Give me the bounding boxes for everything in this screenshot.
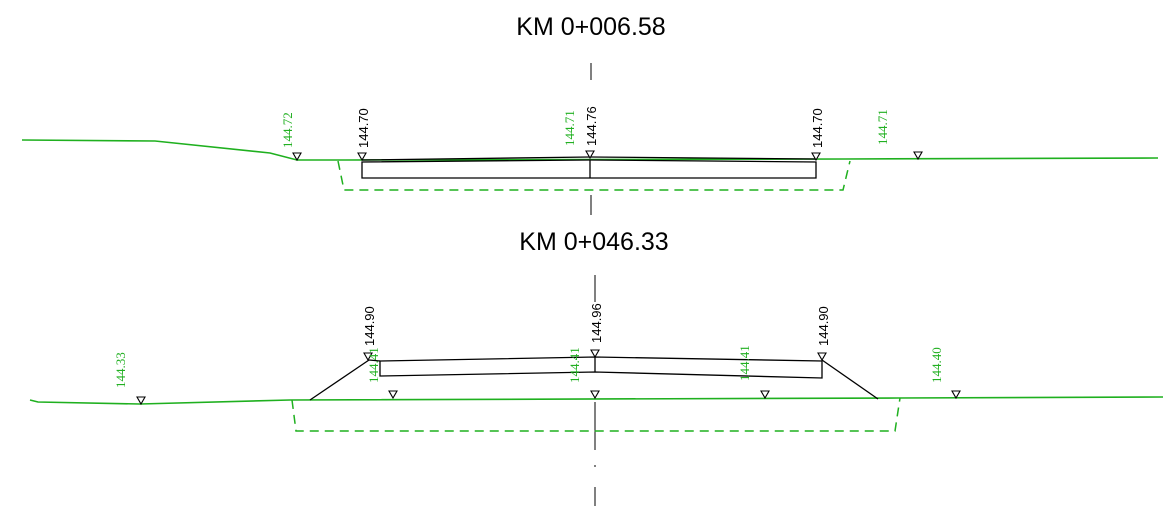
section-1-ground-marker-left <box>292 152 302 162</box>
section-2-ground-level-far-right: 144.40 <box>929 347 944 383</box>
section-2-level-marker-right <box>817 352 827 362</box>
section-1-ground-marker-right <box>913 151 923 161</box>
section-2-ground-marker-left <box>388 390 398 400</box>
section-1-design-level-center: 144.76 <box>584 106 599 146</box>
section-1-road-layers <box>361 159 817 179</box>
section-1-level-marker-right <box>811 152 821 162</box>
section-2-ground-marker-far-left <box>136 396 146 406</box>
section-2-road-shoulder-left <box>368 359 381 362</box>
section-2-slope-left <box>309 359 370 401</box>
section-1-level-marker-left <box>357 152 367 162</box>
section-2-ground-level-left: 144.41 <box>366 347 381 383</box>
section-2-design-level-right: 144.90 <box>816 306 831 346</box>
section-2-ground-marker-center <box>590 390 600 400</box>
section-2-ground-marker-far-right <box>951 390 961 400</box>
section-2-road-layers <box>379 356 823 379</box>
section-2-slope-right <box>821 359 879 400</box>
section-2-design-level-center: 144.96 <box>589 303 604 343</box>
section-2-ground-line <box>29 396 1164 405</box>
section-1-title: KM 0+006.58 <box>516 13 665 41</box>
section-2-level-marker-left <box>363 352 373 362</box>
section-2-title: KM 0+046.33 <box>519 228 668 256</box>
section-1: KM 0+006.58 144.70 144.76 144.70 144.72 … <box>21 13 1159 215</box>
section-2-ground-level-far-left: 144.33 <box>113 352 128 388</box>
section-1-ground-level-center: 144.71 <box>562 110 577 146</box>
section-2-level-marker-center <box>590 349 600 359</box>
section-1-level-marker-center <box>585 150 595 160</box>
section-2-ground-level-center: 144.41 <box>567 347 582 383</box>
section-2-ground-marker-right <box>760 390 770 400</box>
section-2-excavation-outline <box>291 397 901 432</box>
section-2: KM 0+046.33 144.90 144.96 144.90 144.33 <box>29 228 1164 506</box>
section-1-design-level-right: 144.70 <box>810 108 825 148</box>
section-1-ground-level-right: 144.71 <box>875 109 890 145</box>
section-1-excavation-outline <box>337 160 851 191</box>
section-1-ground-level-left: 144.72 <box>280 112 295 148</box>
section-2-ground-level-right: 144.41 <box>737 345 752 381</box>
section-2-design-level-left: 144.90 <box>362 306 377 346</box>
section-1-design-level-left: 144.70 <box>356 108 371 148</box>
